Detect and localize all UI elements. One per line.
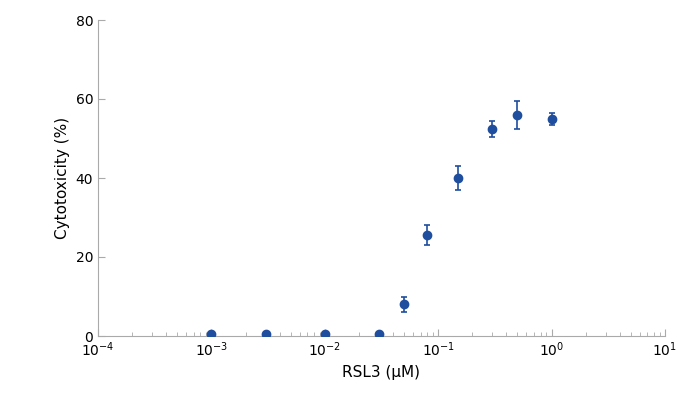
- Y-axis label: Cytotoxicity (%): Cytotoxicity (%): [55, 117, 70, 239]
- X-axis label: RSL3 (μM): RSL3 (μM): [342, 365, 421, 380]
